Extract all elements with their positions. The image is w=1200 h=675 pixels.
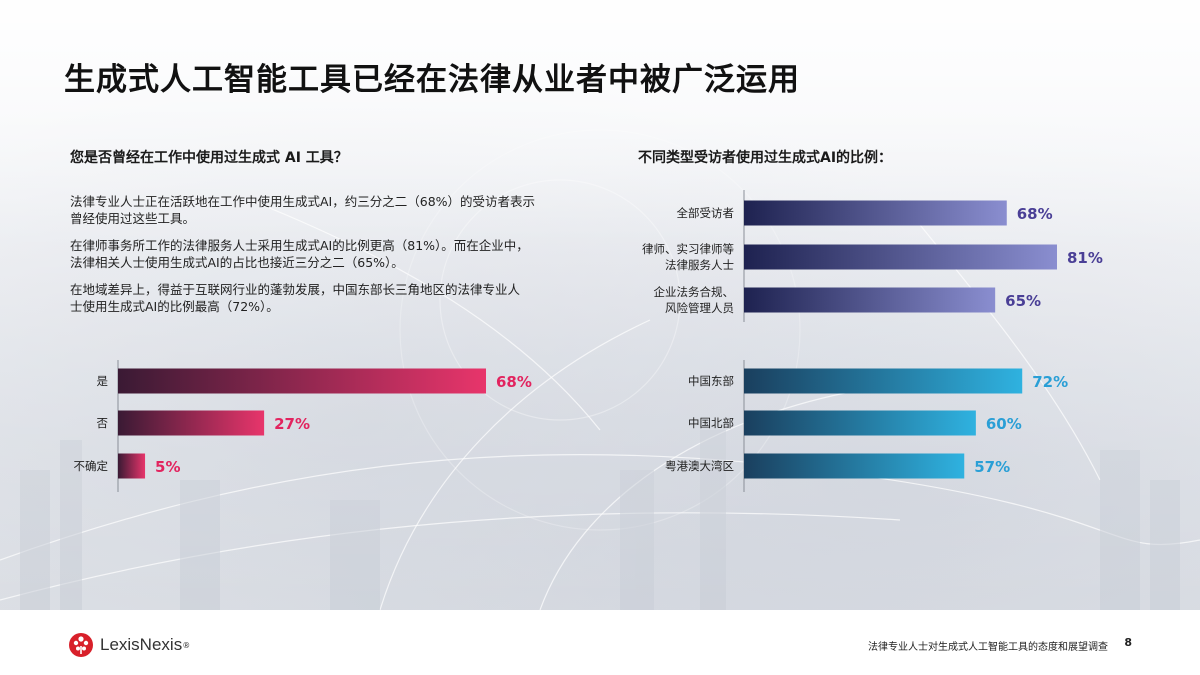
category-label-respondent-type-1-line-1: 法律服务人士 (665, 258, 734, 272)
registered-mark: ® (182, 640, 191, 650)
value-label-region-1: 60% (986, 415, 1022, 433)
category-label-respondent-type-1-line-0: 律师、实习律师等 (642, 242, 734, 256)
report-title: 法律专业人士对生成式人工智能工具的态度和展望调查 (868, 642, 1108, 653)
left-heading: 您是否曾经在工作中使用过生成式 AI 工具？ (70, 150, 348, 166)
paragraph-3-line-2: 士使用生成式AI的比例最高（72%）。 (70, 299, 279, 314)
bar-respondent-type-2 (744, 287, 996, 313)
bar-respondent-type-1 (744, 244, 1057, 270)
paragraph-1-line-1: 法律专业人士正在活跃地在工作中使用生成式AI，约三分之二（68%）的受访者表示 (70, 194, 536, 209)
lexisnexis-emblem-icon (69, 633, 93, 657)
lexisnexis-logo: LexisNexis ® (68, 632, 190, 658)
bar-region-2 (744, 453, 965, 479)
value-label-respondent-type-1: 81% (1067, 249, 1103, 267)
category-label-yes-no-0: 是 (97, 374, 109, 388)
paragraph-2: 在律师事务所工作的法律服务人士采用生成式AI的比例更高（81%）。而在企业中， … (70, 237, 590, 271)
category-label-yes-no-1: 否 (97, 416, 109, 430)
bar-yes-no-2 (118, 453, 146, 479)
paragraph-1-line-2: 曾经使用过这些工具。 (70, 211, 196, 226)
paragraph-1: 法律专业人士正在活跃地在工作中使用生成式AI，约三分之二（68%）的受访者表示 … (70, 193, 590, 227)
value-label-respondent-type-2: 65% (1005, 292, 1041, 310)
value-label-respondent-type-0: 68% (1017, 205, 1053, 223)
page-title: 生成式人工智能工具已经在法律从业者中被广泛运用 (64, 62, 800, 98)
background-light-lines (0, 0, 1200, 610)
category-label-region-2: 粤港澳大湾区 (665, 459, 734, 473)
category-label-respondent-type-0: 全部受访者 (677, 206, 735, 220)
bar-region-0 (744, 368, 1023, 394)
category-label-respondent-type-2-line-0: 企业法务合规、 (654, 285, 735, 299)
category-label-yes-no-2: 不确定 (74, 459, 109, 473)
value-label-region-2: 57% (974, 458, 1010, 476)
category-label-respondent-type-2-line-1: 风险管理人员 (665, 301, 734, 315)
bar-yes-no-1 (118, 410, 265, 436)
paragraph-3-line-1: 在地域差异上，得益于互联网行业的蓬勃发展，中国东部长三角地区的法律专业人 (70, 282, 521, 297)
footer-bar (0, 610, 1200, 675)
background-cityscape (0, 0, 1200, 610)
value-label-yes-no-2: 5% (155, 458, 180, 476)
bar-yes-no-0 (118, 368, 486, 394)
right-heading: 不同类型受访者使用过生成式AI的比例： (638, 150, 893, 166)
paragraph-3: 在地域差异上，得益于互联网行业的蓬勃发展，中国东部长三角地区的法律专业人 士使用… (70, 281, 590, 315)
category-label-region-1: 中国北部 (688, 416, 734, 430)
value-label-yes-no-1: 27% (274, 415, 310, 433)
paragraph-2-line-1: 在律师事务所工作的法律服务人士采用生成式AI的比例更高（81%）。而在企业中， (70, 238, 529, 253)
bar-respondent-type-0 (744, 200, 1007, 226)
page-number: 8 (1124, 636, 1132, 649)
paragraph-2-line-2: 法律相关人士使用生成式AI的占比也接近三分之二（65%）。 (70, 255, 404, 270)
bar-region-1 (744, 410, 976, 436)
lexisnexis-wordmark: LexisNexis (100, 635, 183, 654)
value-label-region-0: 72% (1032, 373, 1068, 391)
category-label-region-0: 中国东部 (688, 374, 734, 388)
value-label-yes-no-0: 68% (496, 373, 532, 391)
